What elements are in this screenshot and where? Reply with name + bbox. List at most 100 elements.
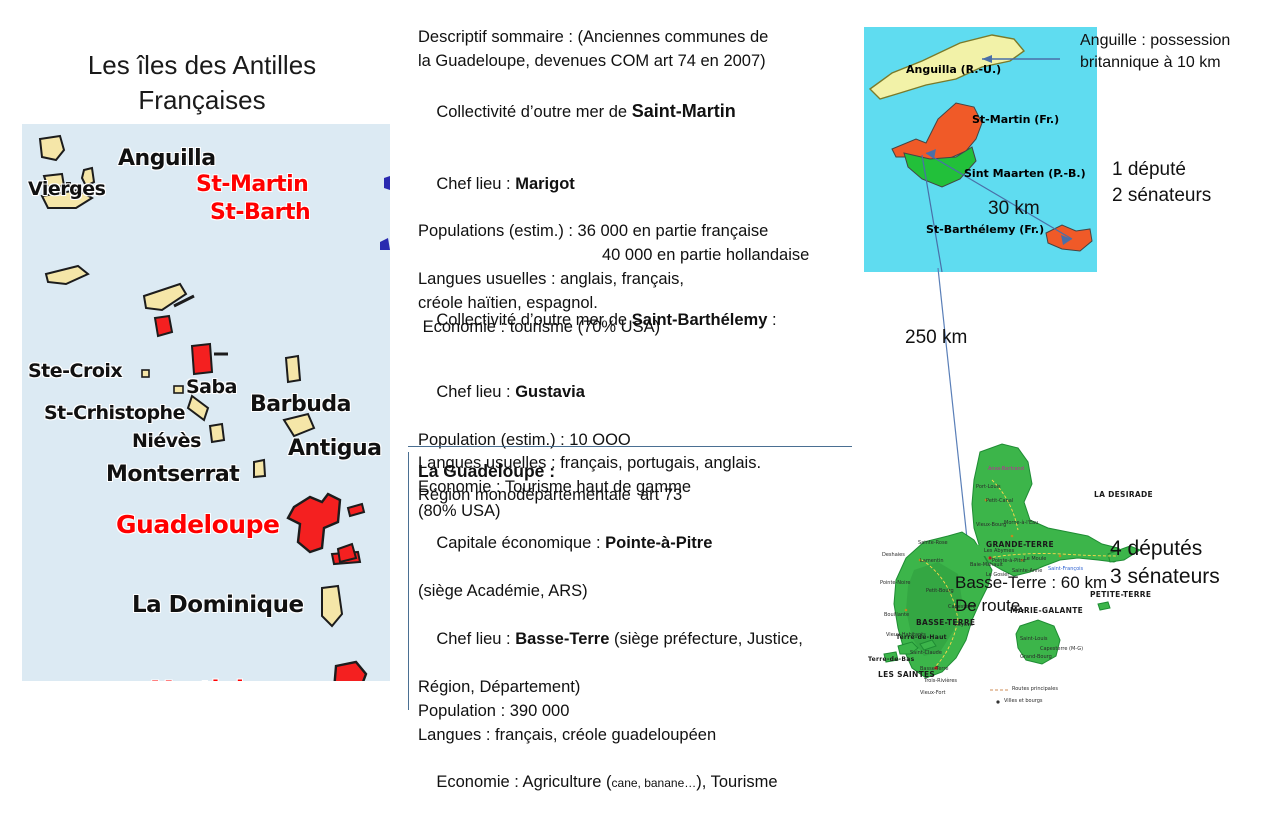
gp-town-vieux-fort: Vieux-Fort [920, 690, 946, 696]
sm-line4-prefix: Chef lieu : [436, 174, 516, 193]
gp-map-label-basse-terre: BASSE-TERRE [916, 618, 976, 627]
gp-title: La Guadeloupe : [418, 459, 858, 484]
annotation-anguille: Anguille : possession britannique à 10 k… [1080, 32, 1231, 71]
inset-shapes [868, 34, 1093, 272]
gp-town-trois-rivieres: Trois-Rivières [924, 678, 958, 684]
map-label-barbuda: Barbuda [250, 392, 351, 417]
gp-town-deshaies: Deshaies [882, 552, 905, 558]
gp-map-label-terre-de-haut: Terre-de-Haut [896, 634, 947, 641]
gp-town-grand-bourg: Grand-Bourg [1020, 654, 1052, 660]
gp-town-morne-a-l-eau: Morne-à-l'Eau [1004, 520, 1039, 526]
map-label-vierges: Vierges [28, 178, 106, 200]
gp-line4: Chef lieu : Basse-Terre (siège préfectur… [418, 604, 858, 676]
guadeloupe-textblock: La Guadeloupe : Région monodépartemental… [418, 459, 858, 819]
gp-town-saint-francois: Saint-François [1048, 566, 1084, 572]
sb-line4: Langues usuelles : français, portugais, … [418, 454, 762, 473]
gp-legend-routes: Routes principales [1012, 686, 1058, 692]
saint-barthelemy-textblock: Collectivité d’outre mer de Saint-Barthé… [418, 285, 858, 524]
gp-line1: Région monodépartementale art 73 [418, 486, 683, 505]
sm-line8: créole haïtien, espagnol. [418, 294, 598, 313]
gp-line4-suffix: (siège préfecture, Justice, [609, 629, 803, 648]
sb-line2-prefix: Chef lieu : [436, 382, 516, 401]
gp-line8-prefix: Economie : Agriculture ( [436, 773, 612, 792]
annotation-distance-250km: 250 km [905, 327, 968, 348]
gp-town-saint-claude: Saint-Claude [910, 650, 942, 656]
gp-legend-villes: Villes et bourgs [1004, 698, 1043, 704]
gp-town-saint-louis: Saint-Louis [1020, 636, 1048, 642]
map-label-nieves: Niévès [132, 430, 201, 452]
sb-line1-prefix: Collectivité d’outre mer de [436, 310, 632, 329]
sm-line3-bold: Saint-Martin [631, 100, 736, 121]
sb-line1-suffix: : [767, 310, 777, 329]
saint-martin-textblock: Descriptif sommaire : (Anciennes commune… [418, 26, 858, 340]
guadeloupe-detail-map: GRANDE-TERRE BASSE-TERRE LA DESIRADE PET… [862, 440, 1162, 718]
sm-line4-bold: Marigot [515, 174, 575, 193]
gp-town-sainte-rose: Sainte-Rose [918, 540, 948, 546]
sb-line6: (80% USA) [418, 502, 501, 521]
gp-town-le-moule: Le Moule [1024, 556, 1047, 562]
st-martin-inset-map: Anguilla (R.-U.) St-Martin (Fr.) Sint Ma… [864, 27, 1097, 272]
annotation-basse-terre-route: Basse-Terre : 60 km De route. [955, 573, 1108, 615]
inset-label-st-martin: St-Martin (Fr.) [972, 113, 1060, 126]
map-label-st-christophe: St-Crhistophe [44, 402, 185, 424]
inset-label-anguilla: Anguilla (R.-U.) [906, 63, 1002, 76]
map-label-saba: Saba [186, 376, 237, 398]
page-title: Les îles des Antilles Françaises [22, 48, 382, 118]
inset-label-sint-maarten: Sint Maarten (P.-B.) [964, 167, 1086, 180]
sb-line2: Chef lieu : Gustavia [418, 357, 858, 429]
annotation-distance-30km: 30 km [988, 198, 1040, 219]
antilles-shapes [38, 134, 390, 681]
map-label-ste-croix: Ste-Croix [28, 360, 123, 382]
gp-line8-small: cane, banane… [611, 776, 697, 791]
gp-line8-suffix: ), Tourisme [696, 773, 778, 792]
sm-line9: Economie : tourisme (70% USA) [418, 318, 661, 337]
annotation-deputes-sm: 1 député 2 sénateurs [1112, 159, 1212, 206]
gp-town-les-abymes: Les Abymes [984, 548, 1015, 554]
sb-line2-bold: Gustavia [515, 382, 585, 401]
map-label-st-martin: St-Martin [196, 172, 309, 197]
map-label-st-barth: St-Barth [210, 200, 311, 225]
gp-town-petit-canal: Petit-Canal [986, 498, 1014, 504]
sm-line3: Collectivité d’outre mer de Saint-Martin [418, 74, 858, 149]
gp-town-basse-terre: Basse-Terre [920, 666, 949, 672]
map-label-anguilla: Anguilla [118, 146, 216, 171]
gp-map-label-marie-galante: MARIE-GALANTE [1010, 606, 1084, 615]
map-label-guadeloupe: Guadeloupe [116, 510, 280, 539]
gp-town-lamentin: Lamentin [920, 558, 944, 564]
page-title-line1: Les îles des Antilles [87, 50, 317, 80]
sm-line7: Langues usuelles : anglais, français, [418, 270, 684, 289]
gp-line2-prefix: Capitale économique : [436, 534, 606, 553]
annotation-deputes-guadeloupe: 4 députés 3 sénateurs [1110, 537, 1220, 589]
sm-line6: 40 000 en partie hollandaise [602, 246, 810, 265]
guadeloupe-shapes [883, 443, 1142, 704]
gp-line4-bold: Basse-Terre [515, 629, 610, 648]
gp-town-sainte-anne: Sainte-Anne [1012, 568, 1043, 574]
sb-line3: Population (estim.) : 10 OOO [418, 430, 631, 449]
gp-line8: Economie : Agriculture (cane, banane…), … [418, 748, 858, 819]
gp-title-text: La Guadeloupe : [418, 461, 556, 481]
gp-town-pointe-a-pitre: Pointe-à-Pitre [992, 558, 1026, 564]
gp-line4-prefix: Chef lieu : [436, 629, 516, 648]
sm-line5: Populations (estim.) : 36 000 en partie … [418, 222, 769, 241]
sb-line1: Collectivité d’outre mer de Saint-Barthé… [418, 285, 858, 357]
gp-town-baie-mahault: Baie-Mahault [970, 562, 1003, 568]
inset-label-st-barthelemy: St-Barthélemy (Fr.) [926, 223, 1045, 236]
gp-line7: Langues : français, créole guadeloupéen [418, 725, 717, 744]
sm-line1: Descriptif sommaire : (Anciennes commune… [418, 28, 769, 46]
gp-line2: Capitale économique : Pointe-à-Pitre [418, 508, 858, 580]
section-divider-horizontal [408, 446, 852, 447]
gp-town-vieux-bourg: Vieux-Bourg [976, 522, 1007, 528]
sb-line5: Economie : Tourisme haut de gamme [418, 478, 691, 497]
sm-line2: la Guadeloupe, devenues COM art 74 en 20… [418, 51, 766, 70]
section-divider-vertical [408, 452, 409, 710]
gp-map-label-petite-terre: PETITE-TERRE [1090, 590, 1152, 599]
gp-line3: (siège Académie, ARS) [418, 582, 588, 601]
gp-town-le-gosier: Le Gosier [986, 572, 1010, 578]
map-label-antigua: Antigua [288, 436, 382, 461]
gp-town-capesterre-mg: Capesterre (M-G) [1040, 646, 1084, 652]
page-title-line2: Françaises [138, 85, 266, 116]
sb-line1-bold: Saint-Barthélemy [631, 310, 768, 329]
gp-map-label-terre-de-bas: Terre-de-Bas [868, 656, 915, 663]
gp-line5: Région, Département) [418, 677, 581, 696]
antilles-overview-map: Vierges Anguilla St-Martin St-Barth Ste-… [22, 124, 390, 681]
